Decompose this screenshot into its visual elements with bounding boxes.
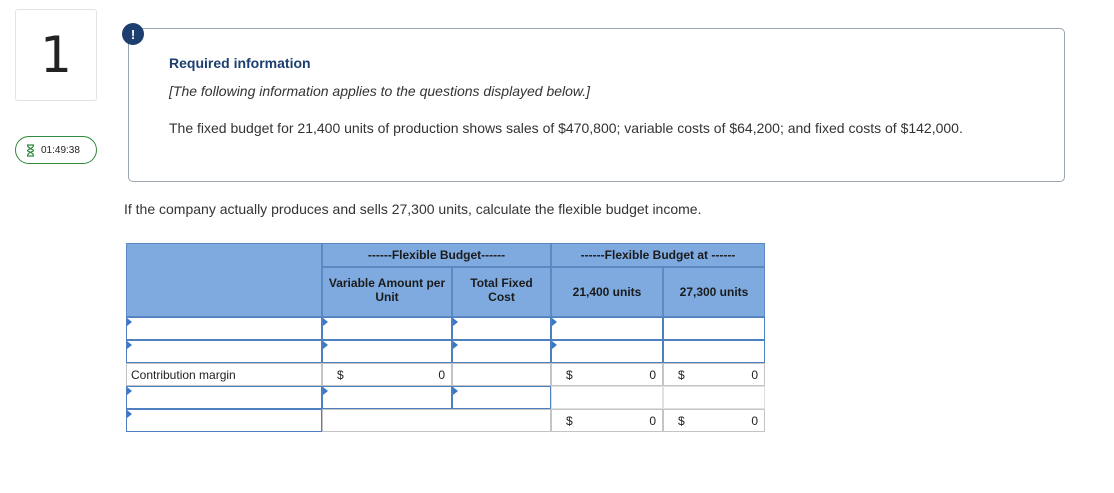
income-blank-cell — [322, 409, 551, 432]
info-subtitle: [The following information applies to th… — [169, 83, 591, 99]
contribution-fixed-cell — [452, 363, 551, 386]
contribution-21400-cell: $ 0 — [551, 363, 663, 386]
currency-symbol: $ — [678, 368, 685, 382]
row4-27300-empty — [663, 386, 765, 409]
hourglass-icon — [26, 143, 35, 157]
income-27300-value: 0 — [751, 414, 758, 428]
row2-fixed-input[interactable] — [452, 340, 551, 363]
header-flexible-budget-at: ------Flexible Budget at ------ — [551, 243, 765, 267]
currency-symbol: $ — [566, 414, 573, 428]
contribution-variable-cell: $ 0 — [322, 363, 452, 386]
income-21400-value: 0 — [649, 414, 656, 428]
row1-fixed-input[interactable] — [452, 317, 551, 340]
question-number: 1 — [15, 9, 97, 101]
contribution-margin-row: Contribution margin — [126, 363, 322, 386]
header-27300-units: 27,300 units — [663, 267, 765, 317]
alert-icon: ! — [122, 23, 144, 45]
currency-symbol: $ — [337, 368, 344, 382]
header-fixed-cost: Total Fixed Cost — [470, 276, 533, 304]
flexible-budget-table: ------Flexible Budget------ ------Flexib… — [126, 243, 765, 432]
row4-label-input[interactable] — [126, 386, 322, 409]
row4-variable-input[interactable] — [322, 386, 452, 409]
header-variable-amount: Variable Amount per Unit — [328, 276, 446, 304]
header-blank — [126, 243, 322, 317]
row1-label-input[interactable] — [126, 317, 322, 340]
row2-27300-input[interactable] — [663, 340, 765, 363]
row4-21400-empty — [551, 386, 663, 409]
contribution-21400-value: 0 — [649, 368, 656, 382]
row4-fixed-input[interactable] — [452, 386, 551, 409]
info-body: The fixed budget for 21,400 units of pro… — [169, 120, 963, 136]
row1-27300-input[interactable] — [663, 317, 765, 340]
contribution-variable-value: 0 — [438, 368, 445, 382]
info-title: Required information — [169, 55, 311, 71]
header-fixed-cost-cell: Total Fixed Cost — [452, 267, 551, 317]
header-flexible-budget: ------Flexible Budget------ — [322, 243, 551, 267]
timer-badge[interactable]: 01:49:38 — [15, 136, 97, 164]
row2-label-input[interactable] — [126, 340, 322, 363]
contribution-27300-value: 0 — [751, 368, 758, 382]
row2-21400-input[interactable] — [551, 340, 663, 363]
income-27300-cell: $ 0 — [663, 409, 765, 432]
income-21400-cell: $ 0 — [551, 409, 663, 432]
row1-variable-input[interactable] — [322, 317, 452, 340]
header-variable-amount-cell: Variable Amount per Unit — [322, 267, 452, 317]
row1-21400-input[interactable] — [551, 317, 663, 340]
question-prompt: If the company actually produces and sel… — [124, 201, 702, 217]
contribution-27300-cell: $ 0 — [663, 363, 765, 386]
required-info-box: Required information [The following info… — [128, 28, 1065, 182]
currency-symbol: $ — [566, 368, 573, 382]
income-label-input[interactable] — [126, 409, 322, 432]
currency-symbol: $ — [678, 414, 685, 428]
row2-variable-input[interactable] — [322, 340, 452, 363]
contribution-margin-label: Contribution margin — [131, 368, 236, 382]
header-21400-units: 21,400 units — [551, 267, 663, 317]
timer-text: 01:49:38 — [41, 144, 80, 156]
